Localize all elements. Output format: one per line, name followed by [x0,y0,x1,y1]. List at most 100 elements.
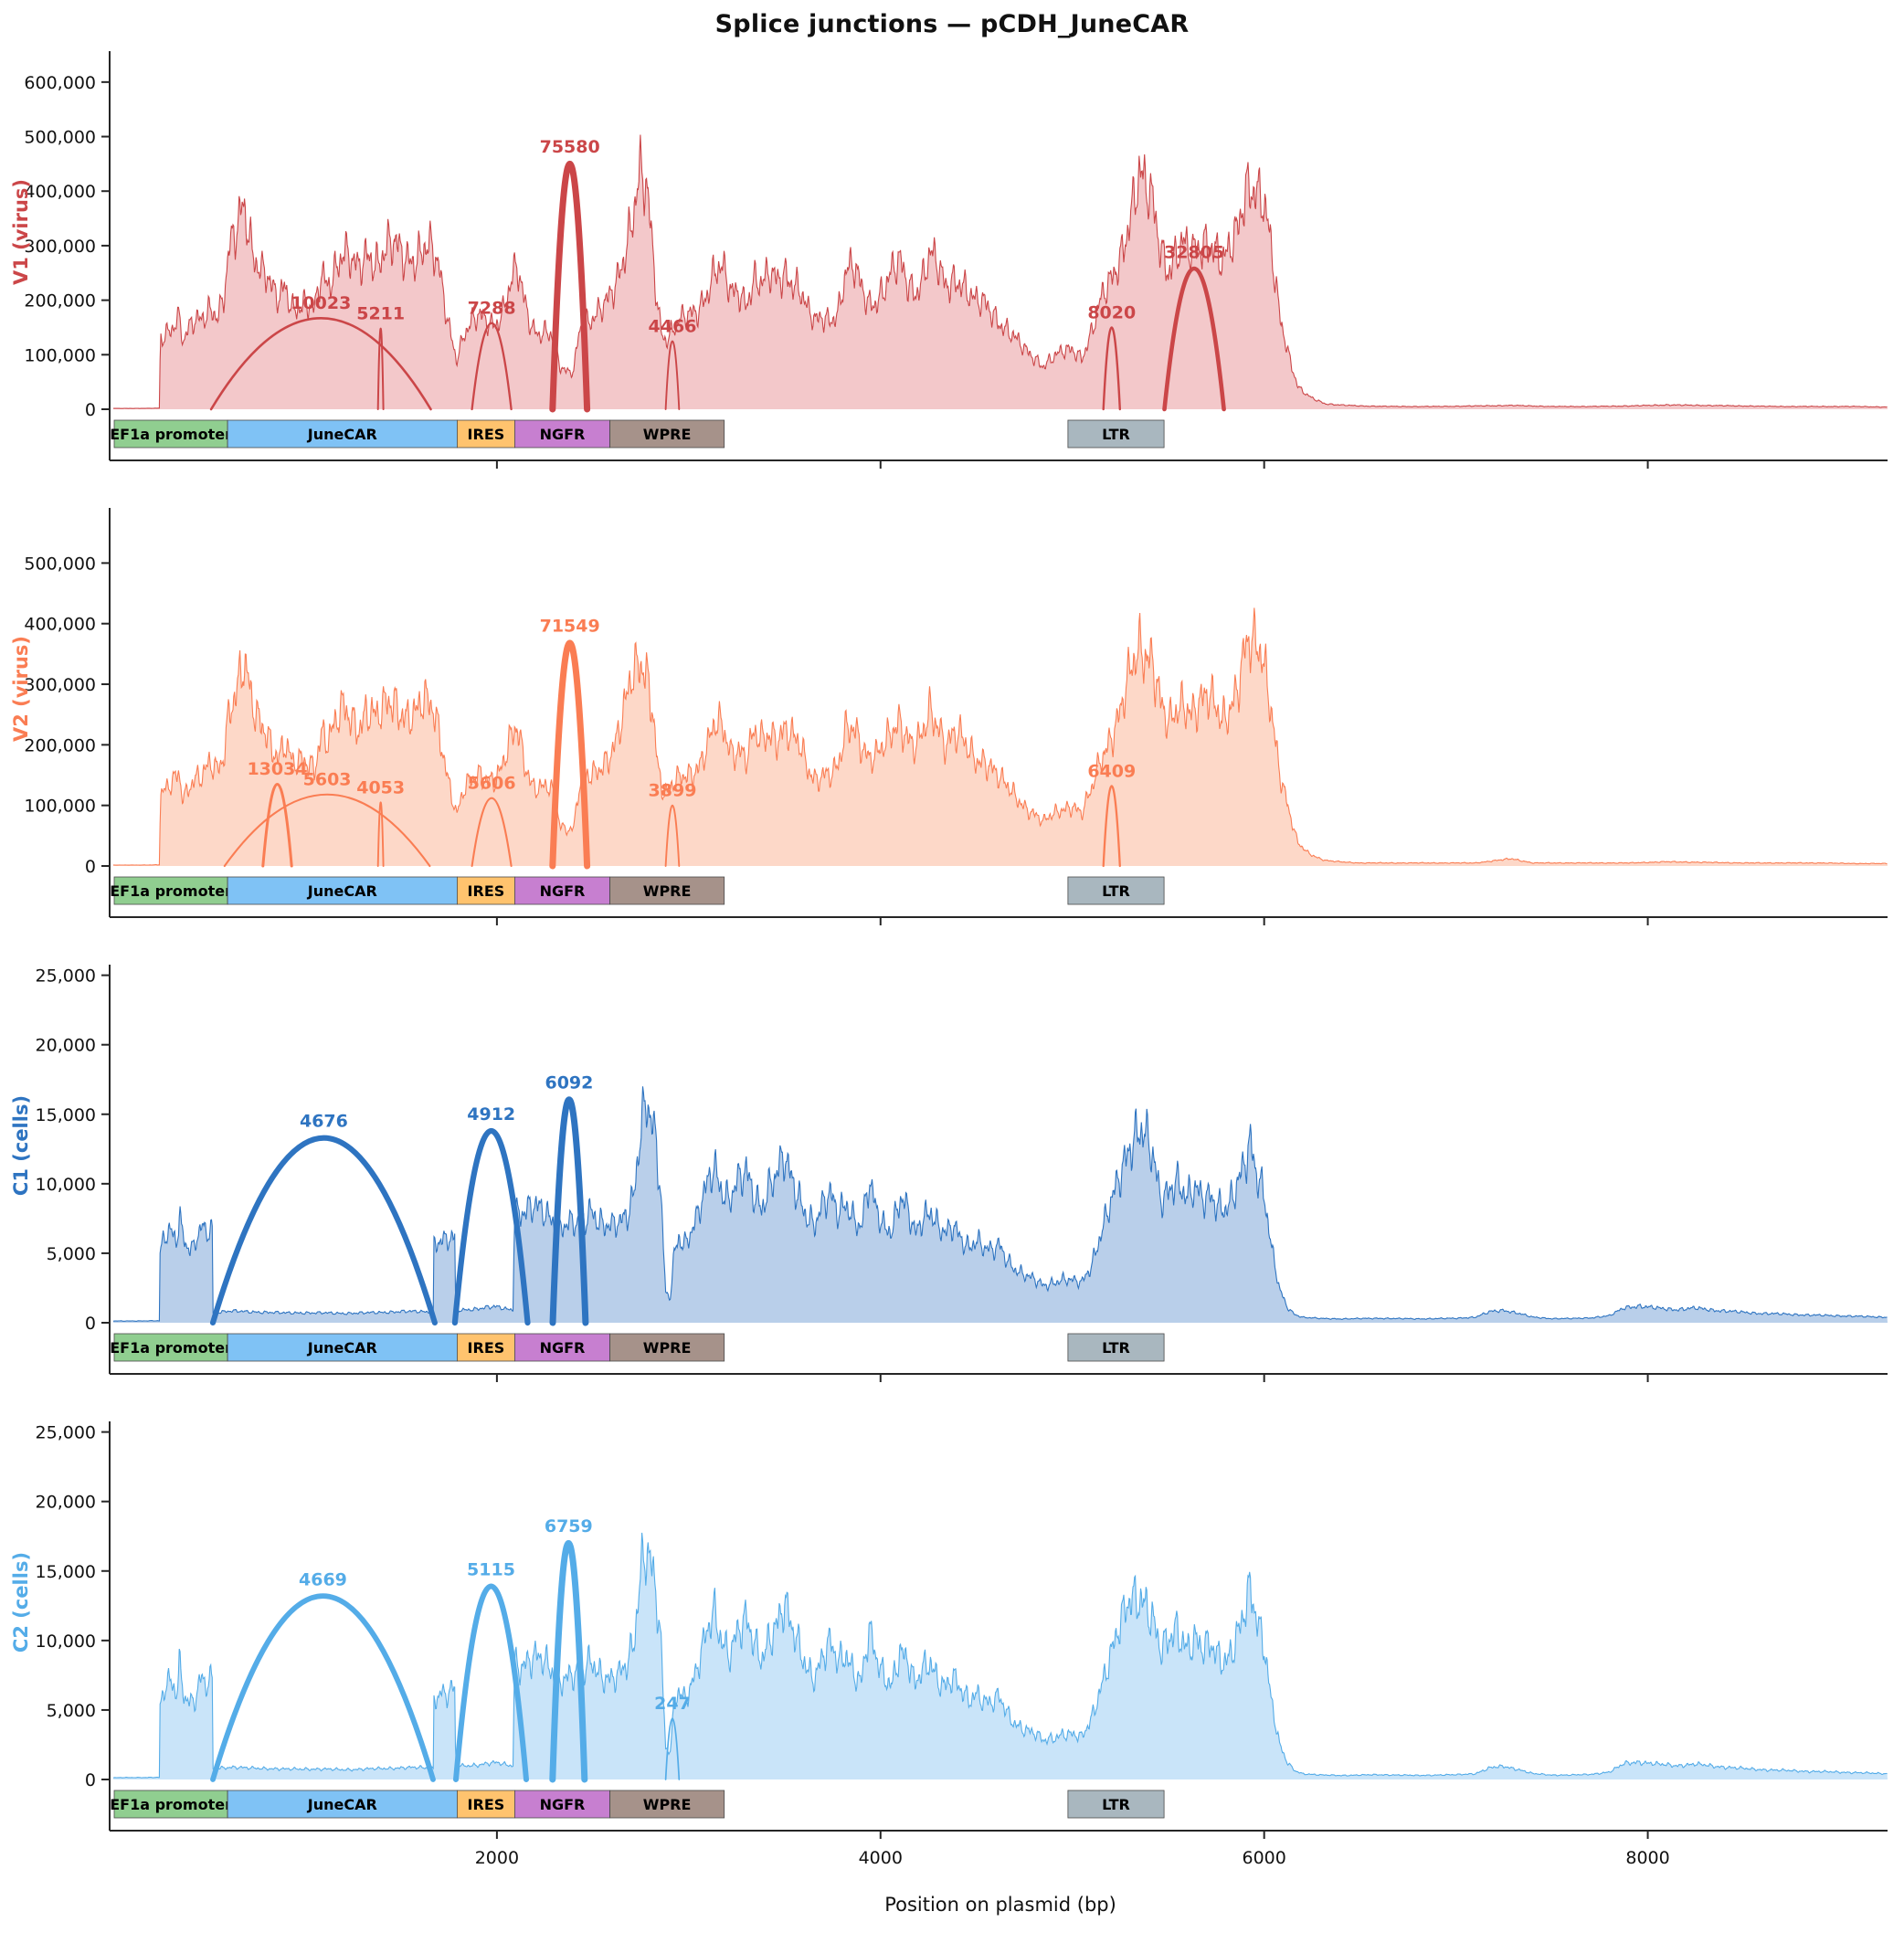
junction-label-V1-7288: 7288 [468,299,516,319]
feature-label-wpre: WPRE [643,882,692,900]
feature-label-ltr: LTR [1102,882,1130,900]
feature-box-ngfr [514,876,610,905]
coverage-outline-C1 [113,1086,1888,1322]
feature-box-ef1a-promoter [113,419,228,449]
feature-label-wpre: WPRE [643,1796,692,1813]
junction-arc-C2-5115 [453,1583,529,1782]
junction-arc-V2-71549 [549,639,591,870]
feature-box-ltr [1067,876,1165,905]
y-tick-label: 15,000 [36,1105,96,1125]
y-tick-label: 0 [85,1314,96,1334]
y-tick-label: 500,000 [24,128,96,148]
y-tick-label: 15,000 [36,1562,96,1582]
coverage-area-C1 [113,1086,1888,1323]
junction-label-V1-5211: 5211 [356,304,405,324]
junction-arc-C2-4669 [210,1593,436,1782]
y-tick-label: 25,000 [36,1423,96,1443]
junction-arc-C1-4676 [209,1135,438,1326]
junction-label-V2-5606: 5606 [468,774,516,794]
feature-box-wpre [609,419,725,449]
feature-label-ngfr: NGFR [540,882,586,900]
junction-arc-C2-247 [664,1717,681,1780]
junction-arc-V1-7288 [471,322,513,411]
y-tick-label: 0 [85,1770,96,1790]
feature-label-wpre: WPRE [643,426,692,443]
panel-ylabel-C2: C2 (cells) [10,1552,32,1653]
junction-label-C2-5115: 5115 [467,1559,515,1579]
feature-box-ires [456,876,515,905]
feature-box-ltr [1067,419,1165,449]
y-tick-label: 10,000 [36,1631,96,1652]
panel-ylabel-V1: V1 (virus) [10,179,32,285]
feature-label-wpre: WPRE [643,1339,692,1357]
feature-label-junecar: JuneCAR [307,426,377,443]
y-tick-label: 10,000 [36,1175,96,1195]
junction-label-C1-4912: 4912 [467,1104,515,1125]
feature-box-ngfr [514,1790,610,1819]
junction-label-V2-13034: 13034 [247,759,307,779]
panel-ylabel-C1: C1 (cells) [10,1095,32,1196]
feature-label-ires: IRES [468,426,505,443]
junction-arc-C2-6759 [549,1540,588,1783]
feature-label-ngfr: NGFR [540,1339,586,1357]
feature-box-ires [456,419,515,449]
feature-box-ef1a-promoter [113,1333,228,1362]
panel-C1-plot: 4676 4912 6092 EF1a promoter JuneCAR IRES NGFR… [10,965,1888,1382]
y-tick-label: 300,000 [24,237,96,257]
feature-box-junecar [227,419,458,449]
junction-arc-V1-5211 [376,327,385,410]
feature-label-ef1a-promoter: EF1a promoter [110,1796,232,1813]
coverage-area-V1 [113,134,1888,409]
junction-arc-V1-4466 [664,340,681,410]
y-tick-label: 100,000 [24,345,96,365]
junction-arc-C1-4912 [451,1128,531,1326]
junction-label-V2-71549: 71549 [540,616,600,636]
junction-label-C2-247: 247 [654,1694,691,1714]
junction-label-V2-6409: 6409 [1087,761,1136,781]
junction-arc-V2-6409 [1102,785,1121,868]
feature-box-ires [456,1790,515,1819]
junction-arc-V1-32805 [1162,267,1226,412]
coverage-outline-V1 [112,134,1888,409]
y-tick-label: 0 [85,857,96,877]
y-tick-label: 500,000 [24,554,96,574]
junction-label-V1-10023: 10023 [291,293,351,313]
coverage-area-V2 [113,607,1888,866]
x-axis-title: Position on plasmid (bp) [884,1894,1116,1916]
y-tick-label: 5,000 [47,1244,96,1264]
feature-label-ef1a-promoter: EF1a promoter [110,426,232,443]
feature-box-ef1a-promoter [113,1790,228,1819]
y-tick-label: 25,000 [36,966,96,987]
panel-C2-plot: 4669 5115 6759 247 EF1a promoter JuneCAR IRES N… [10,1421,1888,1916]
y-tick-label: 600,000 [24,73,96,93]
y-tick-label: 300,000 [24,675,96,695]
y-tick-label: 200,000 [24,291,96,312]
feature-box-ltr [1067,1333,1165,1362]
feature-box-wpre [609,876,725,905]
junction-arc-C1-6092 [549,1096,589,1326]
y-tick-label: 20,000 [36,1036,96,1056]
feature-label-ltr: LTR [1102,426,1130,443]
feature-box-wpre [609,1790,725,1819]
junction-arc-V1-8020 [1102,326,1121,411]
y-tick-label: 20,000 [36,1493,96,1513]
junction-label-C2-4669: 4669 [299,1569,347,1589]
junction-arc-V2-3899 [664,804,681,867]
coverage-area-C2 [113,1532,1888,1779]
y-tick-label: 200,000 [24,735,96,755]
junction-arc-V1-75580 [549,160,591,413]
feature-box-ef1a-promoter [113,876,228,905]
junction-arc-V2-13034 [261,782,293,868]
panel-ylabel-V2: V2 (virus) [10,636,32,742]
junction-arc-V2-4053 [376,801,385,867]
feature-box-wpre [609,1333,725,1362]
junction-label-C1-4676: 4676 [300,1112,348,1132]
x-tick-label: 8000 [1625,1848,1669,1868]
junction-label-V2-5603: 5603 [303,770,352,790]
junction-label-V1-32805: 32805 [1164,243,1224,263]
feature-label-junecar: JuneCAR [307,1796,377,1813]
y-tick-label: 400,000 [24,615,96,635]
y-tick-label: 100,000 [24,797,96,817]
